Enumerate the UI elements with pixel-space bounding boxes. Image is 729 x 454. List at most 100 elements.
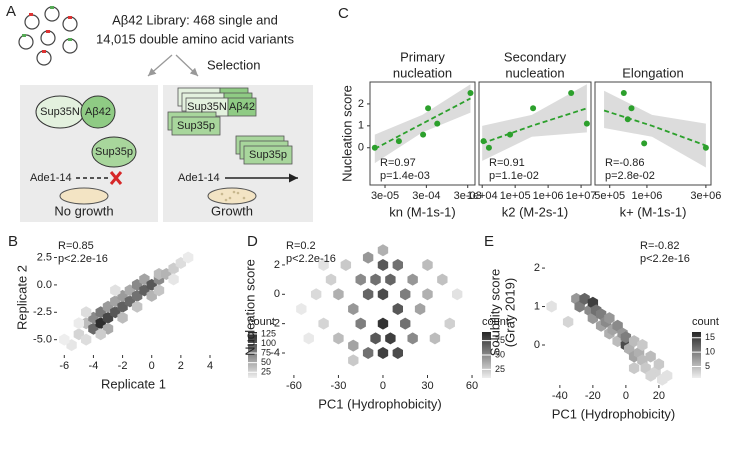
x-tick-label: 1e+07: [566, 190, 597, 202]
annotation: R=0.91: [489, 157, 525, 169]
hex: [407, 273, 418, 286]
point: [434, 120, 441, 127]
label: Aβ42: [229, 101, 255, 113]
point: [641, 140, 648, 147]
subplot-title: nucleation: [393, 65, 452, 80]
colorbar-label: 50: [261, 357, 271, 367]
dish: [59, 187, 109, 205]
label: No growth: [54, 203, 113, 218]
subplot-title: Secondary: [504, 49, 567, 64]
label: Ade1-14: [30, 172, 72, 184]
hex: [562, 315, 574, 328]
hex: [153, 284, 165, 297]
colorbar-label: 125: [261, 328, 276, 338]
x-tick-label: 1e+06: [533, 190, 564, 202]
hex: [377, 317, 389, 330]
point: [371, 144, 378, 151]
hex: [80, 306, 92, 319]
hex: [325, 273, 337, 286]
hex: [117, 311, 128, 324]
hex: [661, 369, 673, 382]
annotation: R=-0.86: [605, 157, 644, 169]
label: Aβ42: [85, 106, 111, 118]
hex: [623, 342, 635, 355]
hex: [653, 358, 665, 371]
point: [702, 144, 709, 151]
hex: [73, 317, 85, 330]
y-tick-label: -2: [270, 318, 280, 330]
x-tick-label: -40: [552, 390, 568, 402]
x-tick-label: -6: [59, 360, 69, 372]
hex: [80, 333, 92, 346]
y-axis-label: Nucleation score: [242, 259, 257, 356]
x-tick-label: 1e+04: [467, 190, 498, 202]
label: Ade1-14: [178, 172, 220, 184]
x-tick-label: -20: [585, 390, 601, 402]
hex: [429, 332, 441, 345]
arrow: [175, 54, 199, 77]
hex: [370, 273, 381, 286]
subplot-title: Primary: [400, 49, 445, 64]
sup35p: [91, 136, 137, 168]
x-axis-label: k2 (M-2s-1): [502, 204, 568, 219]
label: Sup35p: [177, 120, 215, 132]
annotation: p=2.8e-02: [605, 170, 655, 182]
fit-line: [603, 109, 707, 147]
annotation: p=1.1e-02: [489, 170, 539, 182]
hex: [318, 317, 329, 330]
point: [480, 138, 487, 145]
y-tick-label: 2.5: [37, 251, 52, 263]
hex: [377, 346, 389, 359]
x-axis-label: Replicate 1: [101, 376, 166, 391]
fit-line: [481, 107, 588, 145]
legend-title: count: [248, 316, 275, 328]
hex: [604, 312, 615, 325]
annotation: p<2.2e-16: [640, 253, 690, 265]
point: [395, 138, 402, 145]
x-tick-label: 0: [623, 390, 629, 402]
hex: [637, 339, 648, 351]
hex: [645, 350, 656, 363]
point: [507, 131, 514, 138]
label: Sup35N: [40, 106, 80, 118]
hex: [377, 258, 389, 271]
subplot-title: Elongation: [622, 65, 683, 80]
panel-label: A: [6, 3, 16, 20]
point: [620, 89, 627, 96]
hex: [340, 258, 352, 271]
hex: [422, 258, 433, 271]
annotation: R=0.97: [380, 157, 416, 169]
x-tick-label: 20: [653, 390, 665, 402]
colorbar-label: 75: [261, 347, 271, 357]
x-tick-label: 1e+06: [631, 190, 662, 202]
hex: [392, 302, 404, 315]
dish: [207, 187, 257, 205]
hex: [579, 292, 590, 305]
stack: [167, 87, 293, 165]
hex: [310, 288, 322, 301]
hex: [377, 288, 389, 301]
x-tick-label: -4: [89, 360, 99, 372]
hex: [333, 288, 344, 301]
annotation: R=-0.82: [640, 240, 679, 252]
hex: [612, 335, 623, 348]
hex: [333, 332, 344, 345]
inserts: [22, 6, 72, 53]
frame: [478, 81, 592, 186]
colorbar-label: 50: [495, 349, 505, 359]
hex: [628, 335, 640, 348]
hex: [348, 339, 359, 352]
hex: [110, 284, 121, 297]
hex: [640, 362, 651, 375]
point: [485, 144, 492, 151]
library-text: 14,015 double amino acid variants: [96, 31, 295, 46]
point: [530, 105, 537, 112]
selection-text: Selection: [207, 57, 260, 72]
x-tick-label: 3e+06: [690, 190, 721, 202]
colonies: [220, 190, 246, 202]
x-tick-label: 3e-05: [371, 190, 399, 202]
colorbar-label: 100: [261, 338, 276, 348]
hex: [355, 273, 366, 286]
y-tick-label: -4: [270, 347, 280, 359]
hex: [348, 302, 359, 315]
